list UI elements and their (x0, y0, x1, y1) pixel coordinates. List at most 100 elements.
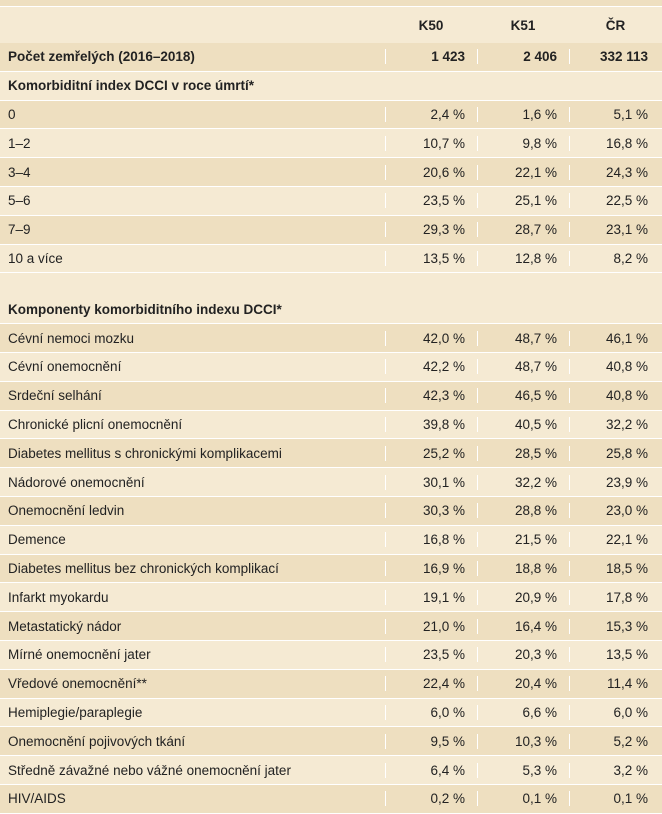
value-k51: 28,5 % (477, 445, 569, 461)
row-label: Onemocnění ledvin (8, 503, 125, 519)
value-cr: 17,8 % (569, 589, 662, 605)
table-row: 7–9 29,3 % 28,7 % 23,1 % (0, 215, 662, 245)
value-k50: 6,0 % (385, 704, 477, 720)
value-k50: 2,4 % (385, 106, 477, 122)
row-label: Vředové onemocnění** (8, 676, 147, 692)
value-k50: 39,8 % (385, 416, 477, 432)
value-cr: 0,1 % (569, 791, 662, 807)
dcci-index-rows: 0 2,4 % 1,6 % 5,1 % 1–2 10,7 % 9,8 % 16,8 % 3–4 2… (0, 100, 662, 274)
value-k51: 20,9 % (477, 589, 569, 605)
row-label: 7–9 (8, 222, 31, 238)
section-title-dcci-components: Komponenty komorbiditního indexu DCCI* (0, 295, 662, 325)
value-k50: 16,9 % (385, 560, 477, 576)
table-row: Cévní nemoci mozku 42,0 % 48,7 % 46,1 % (0, 324, 662, 353)
table-row: Mírné onemocnění jater 23,5 % 20,3 % 13,5 % (0, 641, 662, 670)
value-k51: 20,3 % (477, 647, 569, 663)
deaths-label: Počet zemřelých (2016–2018) (8, 49, 195, 65)
value-k50: 22,4 % (385, 676, 477, 692)
value-k51: 1,6 % (477, 106, 569, 122)
value-cr: 18,5 % (569, 560, 662, 576)
value-cr: 24,3 % (569, 164, 662, 180)
value-k51: 20,4 % (477, 676, 569, 692)
row-label: Cévní nemoci mozku (8, 330, 135, 346)
table-row: Cévní onemocnění 42,2 % 48,7 % 40,8 % (0, 353, 662, 382)
table-row: 1–2 10,7 % 9,8 % 16,8 % (0, 129, 662, 159)
value-k50: 42,0 % (385, 330, 477, 346)
value-cr: 23,0 % (569, 503, 662, 519)
table-row: Středně závažné nebo vážné onemocnění ja… (0, 756, 662, 785)
value-cr: 8,2 % (569, 250, 662, 266)
value-cr: 40,8 % (569, 359, 662, 375)
row-label: Hemiplegie/paraplegie (8, 704, 143, 720)
value-cr: 22,5 % (569, 193, 662, 209)
value-cr: 6,0 % (569, 704, 662, 720)
table-row: Hemiplegie/paraplegie 6,0 % 6,6 % 6,0 % (0, 699, 662, 728)
value-k50: 42,3 % (385, 388, 477, 404)
row-label: 0 (8, 106, 16, 122)
value-k51: 46,5 % (477, 388, 569, 404)
value-cr: 23,9 % (569, 474, 662, 490)
value-cr: 15,3 % (569, 618, 662, 634)
header-col-k50: K50 (418, 17, 444, 33)
section-title: Komorbiditní index DCCI v roce úmrtí* (8, 78, 255, 94)
table-row: Onemocnění pojivových tkání 9,5 % 10,3 % 5,… (0, 727, 662, 757)
table-row: Metastatický nádor 21,0 % 16,4 % 15,3 % (0, 612, 662, 641)
section-title: Komponenty komorbiditního indexu DCCI* (8, 301, 282, 317)
deaths-k50: 1 423 (385, 49, 477, 65)
row-label: Středně závažné nebo vážné onemocnění ja… (8, 762, 291, 778)
row-label: Nádorové onemocnění (8, 474, 145, 490)
table-row: HIV/AIDS 0,2 % 0,1 % 0,1 % (0, 784, 662, 814)
value-k50: 30,1 % (385, 474, 477, 490)
table-row: Vředové onemocnění** 22,4 % 20,4 % 11,4 % (0, 669, 662, 699)
value-k50: 16,8 % (385, 532, 477, 548)
table-row: 3–4 20,6 % 22,1 % 24,3 % (0, 158, 662, 187)
table-row: 0 2,4 % 1,6 % 5,1 % (0, 100, 662, 130)
value-cr: 46,1 % (569, 330, 662, 346)
value-cr: 25,8 % (569, 445, 662, 461)
value-k51: 18,8 % (477, 560, 569, 576)
deaths-row: Počet zemřelých (2016–2018) 1 423 2 406 … (0, 43, 662, 72)
row-label: Cévní onemocnění (8, 359, 122, 375)
value-k50: 21,0 % (385, 618, 477, 634)
value-k50: 19,1 % (385, 589, 477, 605)
value-k51: 9,8 % (477, 135, 569, 151)
value-k51: 40,5 % (477, 416, 569, 432)
row-label: 10 a více (8, 250, 63, 266)
top-strip (0, 0, 662, 7)
row-label: Diabetes mellitus s chronickými komplika… (8, 445, 282, 461)
value-k50: 6,4 % (385, 762, 477, 778)
value-cr: 5,1 % (569, 106, 662, 122)
header-row: K50 K51 ČR (0, 7, 662, 43)
value-k51: 48,7 % (477, 330, 569, 346)
deaths-cr: 332 113 (569, 49, 662, 65)
table-row: Diabetes mellitus s chronickými komplika… (0, 439, 662, 469)
value-cr: 13,5 % (569, 647, 662, 663)
value-k51: 32,2 % (477, 474, 569, 490)
value-k50: 13,5 % (385, 250, 477, 266)
value-k50: 10,7 % (385, 135, 477, 151)
value-k51: 28,7 % (477, 222, 569, 238)
value-cr: 11,4 % (569, 676, 662, 692)
row-label: Metastatický nádor (8, 618, 122, 634)
section-title-dcci-index: Komorbiditní index DCCI v roce úmrtí* (0, 72, 662, 101)
row-label: Diabetes mellitus bez chronických kompli… (8, 560, 279, 576)
table-row: Srdeční selhání 42,3 % 46,5 % 40,8 % (0, 381, 662, 411)
table-row: Infarkt myokardu 19,1 % 20,9 % 17,8 % (0, 583, 662, 613)
value-cr: 32,2 % (569, 416, 662, 432)
value-k50: 42,2 % (385, 359, 477, 375)
value-k51: 25,1 % (477, 193, 569, 209)
table-row: Demence 16,8 % 21,5 % 22,1 % (0, 526, 662, 555)
row-label: 5–6 (8, 193, 31, 209)
value-cr: 3,2 % (569, 762, 662, 778)
value-k50: 30,3 % (385, 503, 477, 519)
row-label: Srdeční selhání (8, 388, 102, 404)
value-cr: 16,8 % (569, 135, 662, 151)
value-k51: 0,1 % (477, 791, 569, 807)
table-row: Diabetes mellitus bez chronických kompli… (0, 554, 662, 584)
value-k50: 23,5 % (385, 193, 477, 209)
value-k51: 12,8 % (477, 250, 569, 266)
deaths-k51: 2 406 (477, 49, 569, 65)
row-label: 3–4 (8, 164, 31, 180)
table-row: Nádorové onemocnění 30,1 % 32,2 % 23,9 % (0, 468, 662, 497)
